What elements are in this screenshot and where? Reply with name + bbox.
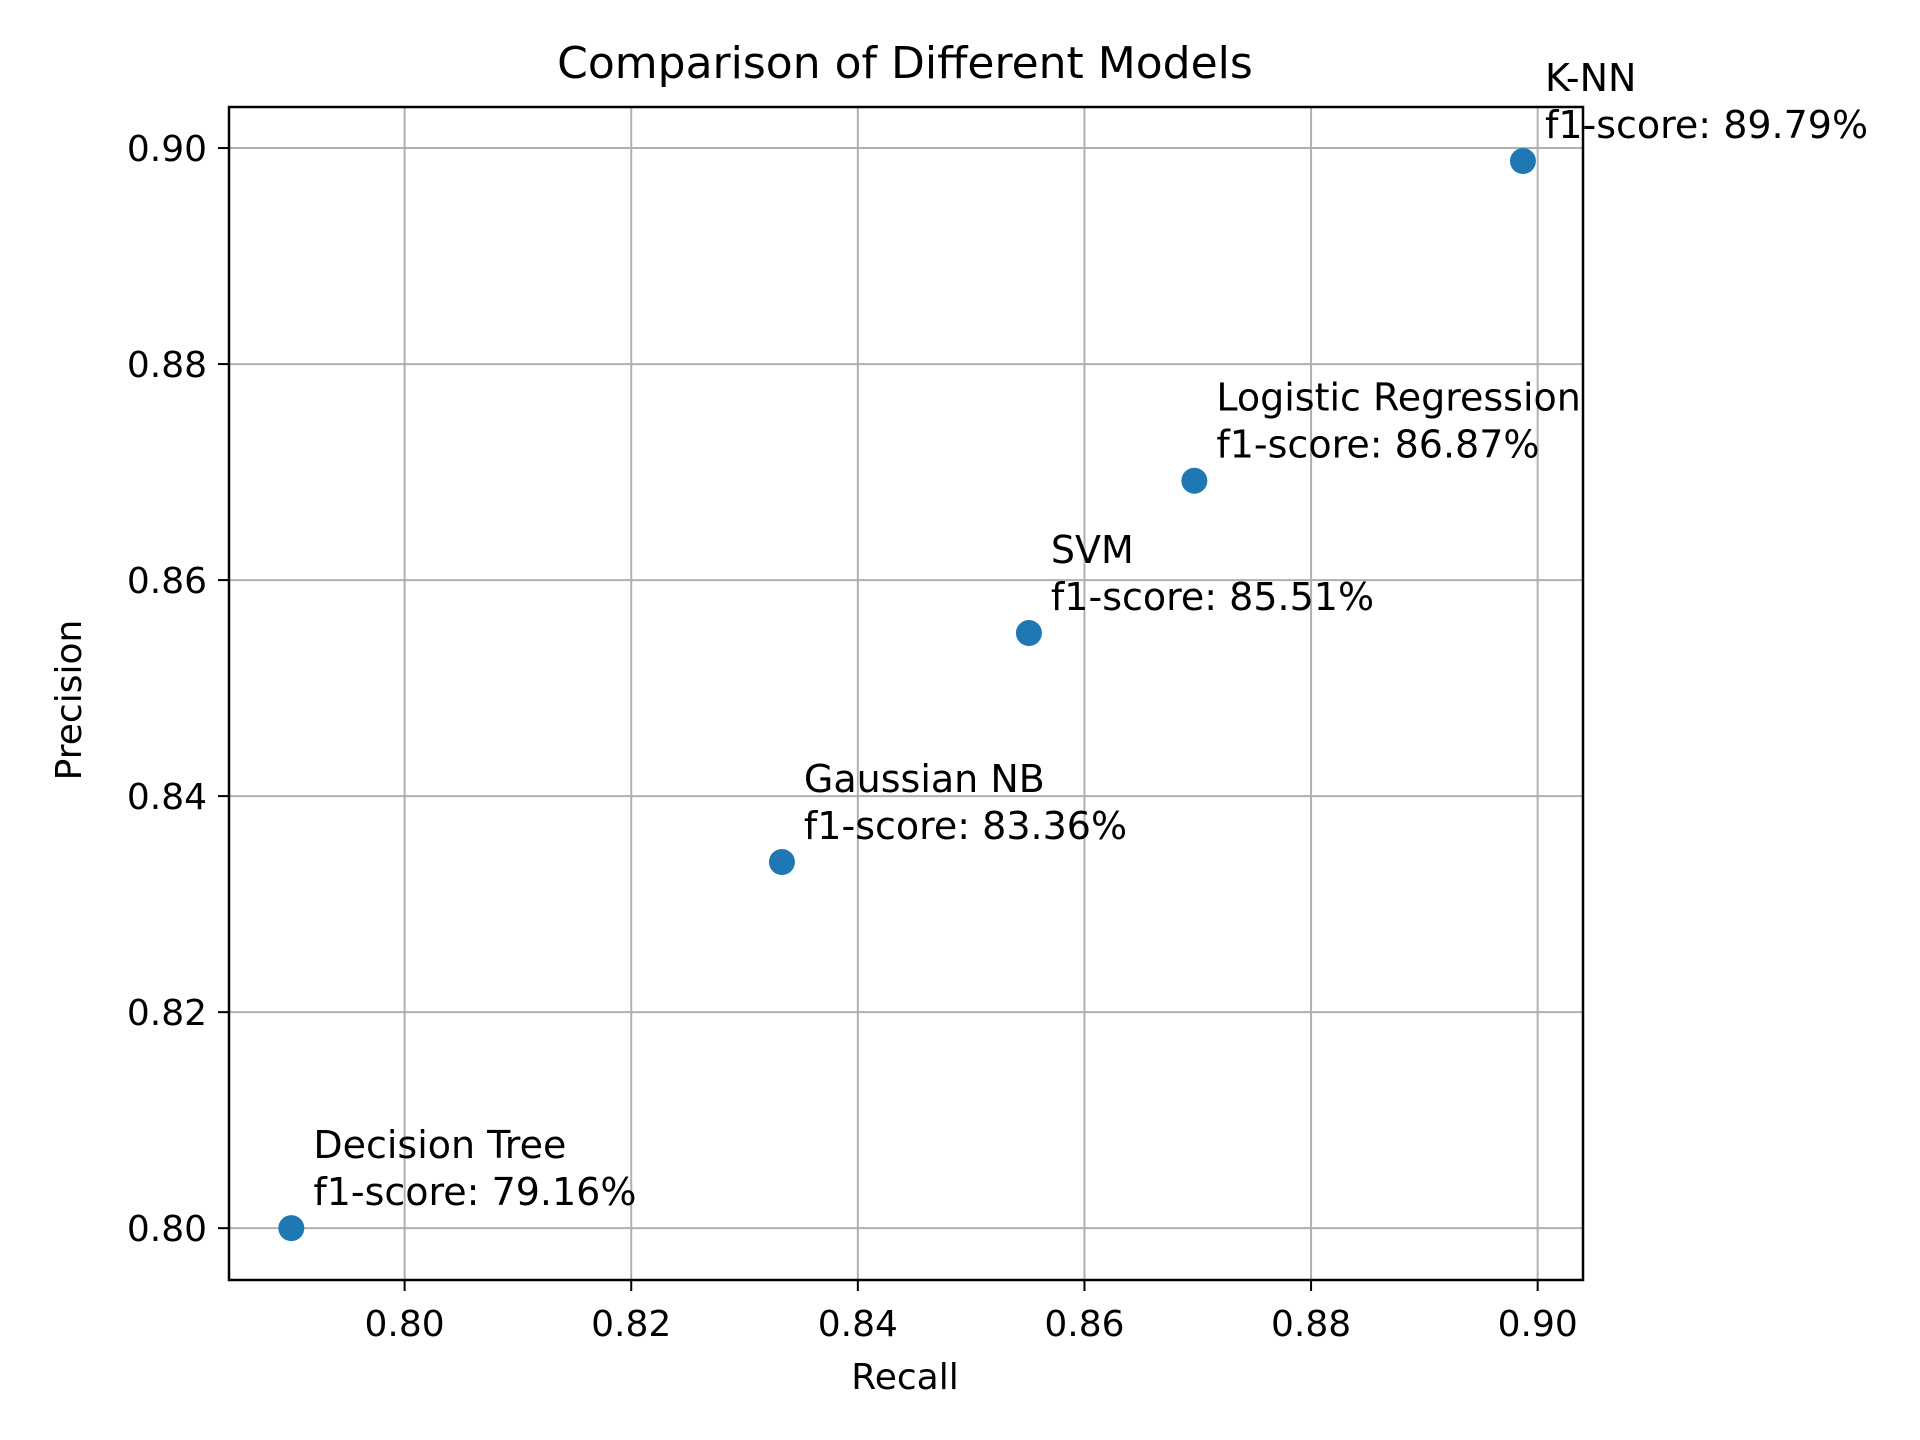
x-tick-label: 0.88 (1271, 1304, 1351, 1345)
point-label-name: Logistic Regression (1216, 376, 1581, 420)
x-tick-label: 0.84 (818, 1304, 898, 1345)
point-label-name: Gaussian NB (804, 757, 1045, 801)
x-tick-label: 0.82 (591, 1304, 671, 1345)
data-point (278, 1215, 305, 1242)
x-tick-label: 0.80 (365, 1304, 445, 1345)
y-tick-label: 0.88 (127, 345, 207, 386)
data-point (1509, 148, 1536, 175)
x-axis-title: Recall (851, 1357, 958, 1398)
y-tick-label: 0.86 (127, 561, 207, 602)
grid (229, 107, 1583, 1280)
point-label-f1: f1-score: 86.87% (1216, 423, 1539, 467)
point-label-name: SVM (1051, 528, 1134, 572)
ticks: 0.80 0.82 0.84 0.86 0.88 0.90 0.80 0.82 0.84 0.86… (127, 129, 1578, 1345)
point-label-f1: f1-score: 85.51% (1051, 575, 1374, 619)
point-label-f1: f1-score: 89.79% (1545, 103, 1868, 147)
data-points (278, 148, 1536, 1242)
plot-frame (227, 105, 1585, 1282)
y-tick-label: 0.80 (127, 1209, 207, 1250)
y-tick-label: 0.82 (127, 993, 207, 1034)
chart-title: Comparison of Different Models (557, 38, 1253, 89)
y-axis-title: Precision (49, 620, 90, 781)
point-label-f1: f1-score: 83.36% (804, 804, 1127, 848)
point-label-name: K-NN (1545, 56, 1637, 100)
y-tick-label: 0.90 (127, 129, 207, 170)
data-point (768, 848, 795, 875)
point-label-name: Decision Tree (313, 1123, 566, 1167)
x-tick-label: 0.90 (1498, 1304, 1578, 1345)
point-label-f1: f1-score: 79.16% (313, 1170, 636, 1214)
y-tick-label: 0.84 (127, 777, 207, 818)
data-point (1181, 467, 1208, 494)
x-tick-label: 0.86 (1044, 1304, 1124, 1345)
data-point (1015, 620, 1042, 647)
